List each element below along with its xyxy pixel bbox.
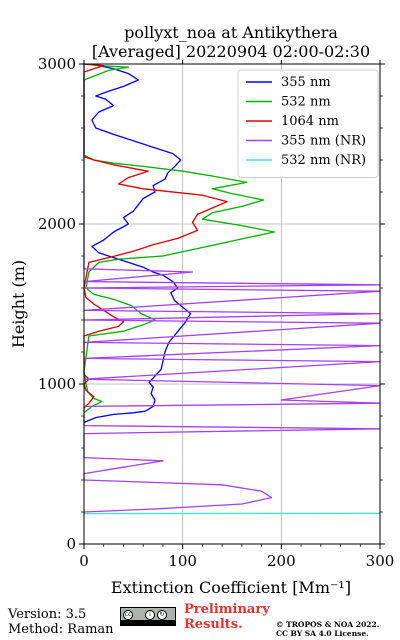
cc-license-badge: cc i ↻ [120, 607, 176, 626]
legend-label-4: 355 nm (NR) [281, 134, 366, 149]
version-text: Version: 3.5 [8, 607, 87, 622]
x-tick-label-3: 300 [366, 552, 395, 570]
y-tick-label-1: 1000 [38, 375, 76, 393]
y-axis-label: Height (m) [9, 260, 28, 348]
chart-subtitle: [Averaged] 20220904 02:00-02:30 [92, 42, 370, 61]
method-text: Method: Raman [8, 622, 114, 637]
y-tick-label-0: 0 [66, 535, 76, 553]
series-line-1 [83, 63, 192, 424]
badge-strip [121, 620, 175, 625]
x-tick-label-0: 0 [79, 552, 89, 570]
series-line-2 [83, 63, 276, 414]
sa-icon: ↻ [157, 610, 167, 620]
legend-label-5: 532 nm (NR) [281, 153, 366, 168]
copyright-notice: © TROPOS & NOA 2022. CC BY SA 4.0 Licens… [276, 620, 379, 638]
x-axis-label: Extinction Coefficient [Mm⁻¹] [111, 578, 351, 597]
preliminary-label: Preliminary Results. [184, 602, 270, 632]
series-line-3 [83, 63, 228, 409]
by-icon: i [145, 610, 155, 620]
x-tick-label-2: 200 [267, 552, 296, 570]
y-tick-label-2: 2000 [38, 215, 76, 233]
copyright-line-1: © TROPOS & NOA 2022. [276, 620, 380, 629]
legend-label-2: 532 nm [281, 95, 331, 110]
legend-box [237, 69, 379, 178]
chart-title: pollyxt_noa at Antikythera [124, 23, 338, 42]
plot-frame [83, 63, 381, 545]
preliminary-line-2: Results. [184, 617, 243, 632]
legend-label-3: 1064 nm [281, 114, 339, 129]
series-line-4 [83, 64, 381, 514]
y-tick-label-3: 3000 [38, 55, 76, 73]
cc-icon: cc [123, 610, 133, 620]
legend-label-1: 355 nm [281, 75, 331, 90]
copyright-line-2: CC BY SA 4.0 License. [276, 629, 369, 638]
legend: 355 nm 532 nm 1064 nm 355 nm (NR) 532 nm (NR… [237, 69, 379, 178]
preliminary-line-1: Preliminary [184, 602, 270, 617]
x-tick-label-1: 100 [168, 552, 197, 570]
